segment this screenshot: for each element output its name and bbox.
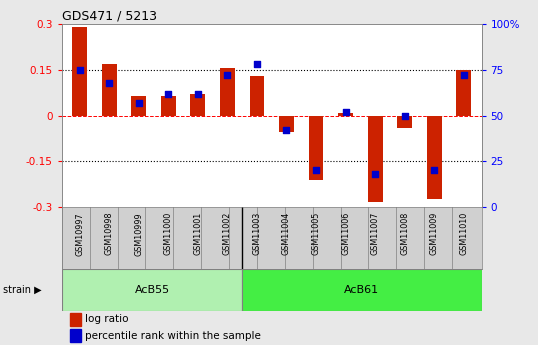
Point bbox=[400, 113, 409, 118]
Text: percentile rank within the sample: percentile rank within the sample bbox=[85, 331, 261, 341]
Text: GSM11004: GSM11004 bbox=[282, 212, 291, 255]
Bar bbox=[368, 116, 383, 203]
Bar bbox=[250, 76, 264, 116]
Text: strain ▶: strain ▶ bbox=[3, 285, 41, 295]
Text: GSM11008: GSM11008 bbox=[400, 212, 409, 255]
Text: GSM11007: GSM11007 bbox=[371, 212, 380, 255]
Bar bbox=[242, 269, 482, 310]
Point bbox=[134, 100, 143, 106]
Text: GSM11001: GSM11001 bbox=[193, 212, 202, 255]
Bar bbox=[427, 116, 442, 199]
Point bbox=[371, 171, 379, 177]
Text: GSM11009: GSM11009 bbox=[430, 212, 438, 255]
Bar bbox=[70, 313, 81, 326]
Text: GSM11003: GSM11003 bbox=[252, 212, 261, 255]
Bar bbox=[102, 64, 117, 116]
Bar bbox=[72, 27, 87, 116]
Bar bbox=[190, 94, 205, 116]
Point bbox=[223, 72, 232, 78]
Bar bbox=[279, 116, 294, 132]
Bar bbox=[62, 269, 242, 310]
Text: GSM11002: GSM11002 bbox=[223, 212, 232, 255]
Point bbox=[312, 168, 320, 173]
Point bbox=[105, 80, 114, 86]
Bar bbox=[397, 116, 412, 128]
Text: GSM11010: GSM11010 bbox=[459, 212, 468, 255]
Text: GSM11000: GSM11000 bbox=[164, 212, 173, 255]
Text: GSM11005: GSM11005 bbox=[312, 212, 321, 255]
Text: AcB55: AcB55 bbox=[134, 285, 169, 295]
Bar bbox=[309, 116, 323, 179]
Text: log ratio: log ratio bbox=[85, 315, 129, 324]
Text: GSM10999: GSM10999 bbox=[134, 212, 143, 256]
Text: GDS471 / 5213: GDS471 / 5213 bbox=[62, 10, 157, 23]
Text: GSM10997: GSM10997 bbox=[75, 212, 84, 256]
Text: AcB61: AcB61 bbox=[344, 285, 379, 295]
Point bbox=[194, 91, 202, 96]
Point bbox=[282, 127, 291, 133]
Bar bbox=[456, 70, 471, 116]
Bar bbox=[338, 112, 353, 116]
Point bbox=[430, 168, 438, 173]
Bar bbox=[70, 329, 81, 342]
Point bbox=[341, 109, 350, 115]
Point bbox=[164, 91, 173, 96]
Text: GSM10998: GSM10998 bbox=[105, 212, 114, 255]
Point bbox=[253, 62, 261, 67]
Bar bbox=[131, 96, 146, 116]
Bar bbox=[220, 68, 235, 116]
Text: GSM11006: GSM11006 bbox=[341, 212, 350, 255]
Bar bbox=[161, 96, 175, 116]
Point bbox=[75, 67, 84, 72]
Point bbox=[459, 72, 468, 78]
